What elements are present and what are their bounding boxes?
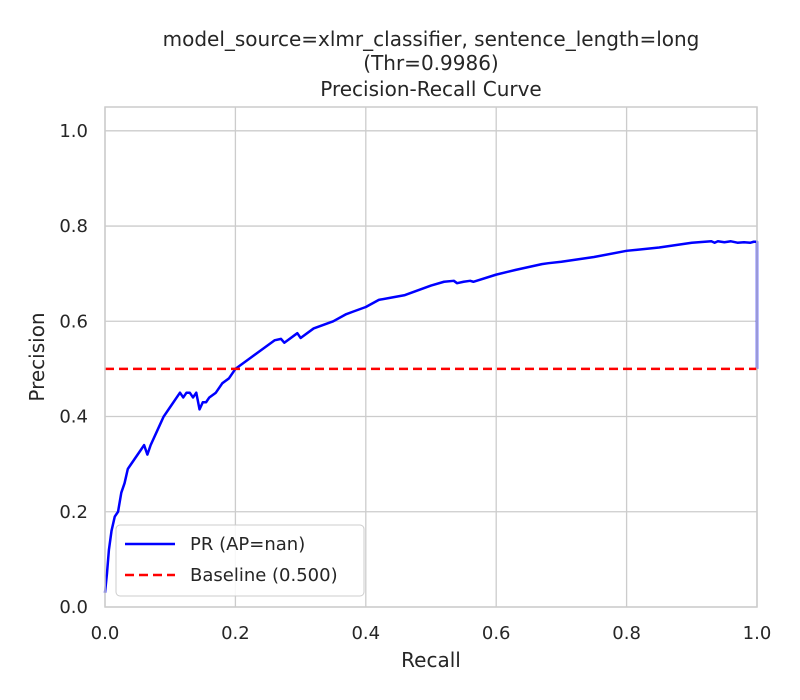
grid-lines	[104, 107, 758, 608]
plot-frame	[104, 106, 758, 608]
legend: PR (AP=nan) Baseline (0.500)	[115, 524, 365, 597]
legend-box	[115, 524, 365, 597]
chart-title-line-3: Precision-Recall Curve	[320, 77, 541, 101]
x-tick-label: 0.2	[221, 623, 250, 644]
x-tick-label: 0.6	[482, 623, 511, 644]
chart-title-line-1: model_source=xlmr_classifier, sentence_l…	[163, 27, 700, 51]
x-tick-label: 0.8	[612, 623, 641, 644]
chart-title-line-2: (Thr=0.9986)	[363, 51, 498, 75]
y-tick-label: 1.0	[59, 121, 88, 142]
y-tick-label: 0.2	[59, 502, 88, 523]
x-tick-label: 0.0	[91, 623, 120, 644]
y-tick-label: 0.8	[59, 216, 88, 237]
x-tick-labels: 0.0 0.2 0.4 0.6 0.8 1.0	[91, 623, 772, 644]
pr-curve-line	[103, 240, 759, 593]
y-tick-labels: 0.0 0.2 0.4 0.6 0.8 1.0	[59, 121, 88, 618]
chart-title: model_source=xlmr_classifier, sentence_l…	[163, 27, 700, 101]
legend-label-pr: PR (AP=nan)	[190, 534, 305, 555]
y-tick-label: 0.6	[59, 311, 88, 332]
y-tick-label: 0.4	[59, 407, 88, 428]
series-layer	[103, 240, 759, 593]
y-tick-label: 0.0	[59, 597, 88, 618]
x-tick-label: 0.4	[351, 623, 380, 644]
y-axis-label: Precision	[25, 312, 49, 401]
x-tick-label: 1.0	[743, 623, 772, 644]
plot-background	[105, 107, 757, 607]
x-axis-label: Recall	[401, 648, 461, 672]
legend-label-baseline: Baseline (0.500)	[190, 565, 338, 586]
